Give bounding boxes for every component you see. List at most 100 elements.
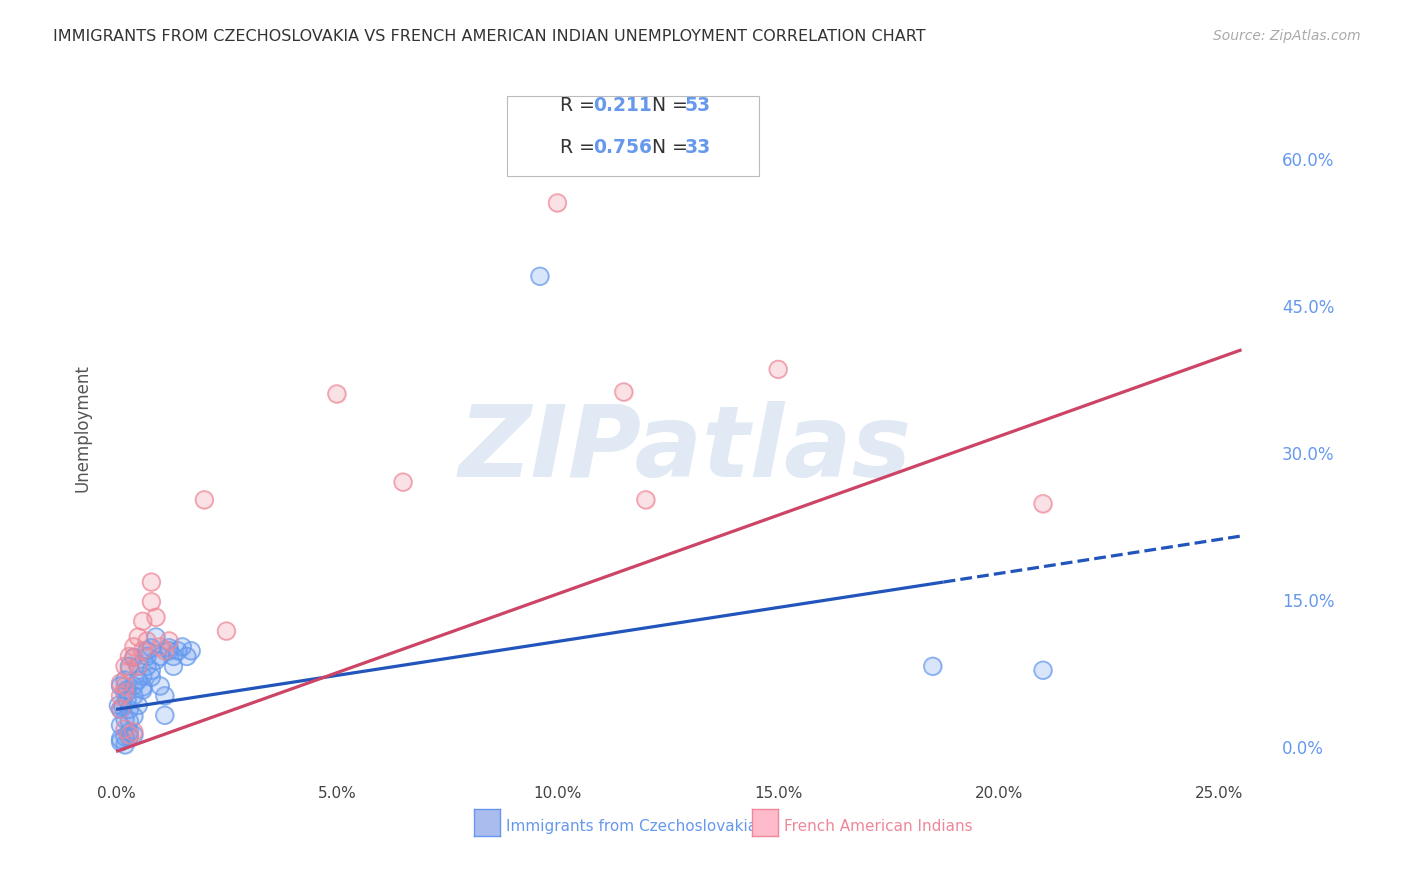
Point (162, 659, 184, 673)
Point (131, 669, 153, 683)
Text: Source: ZipAtlas.com: Source: ZipAtlas.com (1213, 29, 1361, 43)
Point (114, 686, 136, 700)
Point (141, 594, 163, 608)
Point (118, 714, 141, 728)
Point (131, 614, 153, 628)
Point (131, 669, 153, 683)
Point (122, 640, 145, 654)
Point (110, 735, 132, 749)
Text: ZIPatlas: ZIPatlas (458, 401, 912, 498)
Point (180, 643, 202, 657)
Point (149, 649, 172, 664)
Text: R =: R = (560, 96, 600, 115)
Point (115, 682, 138, 697)
Point (122, 725, 145, 739)
Point (118, 663, 141, 677)
Point (110, 689, 132, 703)
Point (215, 624, 238, 638)
Point (110, 718, 132, 732)
Point (326, 387, 349, 401)
Point (122, 725, 145, 739)
Point (157, 633, 180, 648)
Point (766, 362, 789, 376)
Point (111, 699, 134, 714)
Point (127, 659, 149, 673)
Point (157, 640, 180, 655)
Text: 53: 53 (685, 96, 710, 115)
Point (131, 643, 153, 657)
Point (110, 689, 132, 703)
Point (141, 663, 163, 677)
Point (162, 649, 184, 664)
Point (110, 702, 132, 716)
Point (127, 698, 149, 713)
Point (193, 492, 215, 507)
Point (766, 362, 789, 376)
Point (193, 492, 215, 507)
Point (114, 738, 136, 752)
Point (114, 712, 136, 726)
Point (118, 659, 141, 673)
Point (118, 728, 141, 742)
Point (115, 692, 138, 706)
Point (392, 475, 415, 489)
Point (110, 702, 132, 716)
Point (118, 649, 141, 664)
Point (114, 673, 136, 687)
Point (118, 663, 141, 677)
Point (145, 653, 167, 667)
Point (176, 649, 198, 664)
Text: 33: 33 (685, 137, 710, 157)
Point (118, 702, 141, 716)
Text: R =: R = (560, 137, 600, 157)
Point (172, 640, 194, 654)
Point (136, 659, 159, 673)
Point (145, 630, 167, 644)
Point (149, 640, 172, 654)
Point (141, 594, 163, 608)
Point (167, 643, 190, 657)
Point (118, 725, 141, 739)
Point (114, 679, 136, 693)
Point (141, 640, 163, 655)
Point (141, 640, 163, 655)
Point (122, 679, 145, 693)
Point (114, 730, 136, 744)
Point (114, 712, 136, 726)
Point (634, 492, 657, 507)
Point (546, 195, 568, 210)
Point (634, 492, 657, 507)
Point (110, 702, 132, 716)
Point (162, 649, 184, 664)
Point (141, 574, 163, 589)
Point (127, 659, 149, 673)
Point (122, 650, 145, 665)
Point (110, 679, 132, 693)
Point (145, 610, 167, 624)
Point (131, 680, 153, 694)
Point (136, 643, 159, 657)
Point (127, 630, 149, 644)
Point (1032, 497, 1054, 511)
Text: French American Indians: French American Indians (785, 820, 973, 834)
Point (1032, 663, 1054, 677)
Y-axis label: Unemployment: Unemployment (73, 364, 91, 492)
Point (114, 679, 136, 693)
Point (136, 633, 159, 648)
Point (153, 643, 176, 657)
Point (162, 659, 184, 673)
Point (114, 722, 136, 736)
Point (118, 725, 141, 739)
Text: N =: N = (640, 96, 693, 115)
Point (141, 670, 163, 684)
Point (127, 673, 149, 687)
Point (114, 686, 136, 700)
Point (118, 730, 141, 744)
Point (110, 676, 132, 690)
Point (153, 689, 176, 703)
Point (118, 649, 141, 664)
Point (153, 643, 176, 657)
Point (157, 640, 180, 655)
Point (118, 730, 141, 744)
Point (122, 689, 145, 703)
